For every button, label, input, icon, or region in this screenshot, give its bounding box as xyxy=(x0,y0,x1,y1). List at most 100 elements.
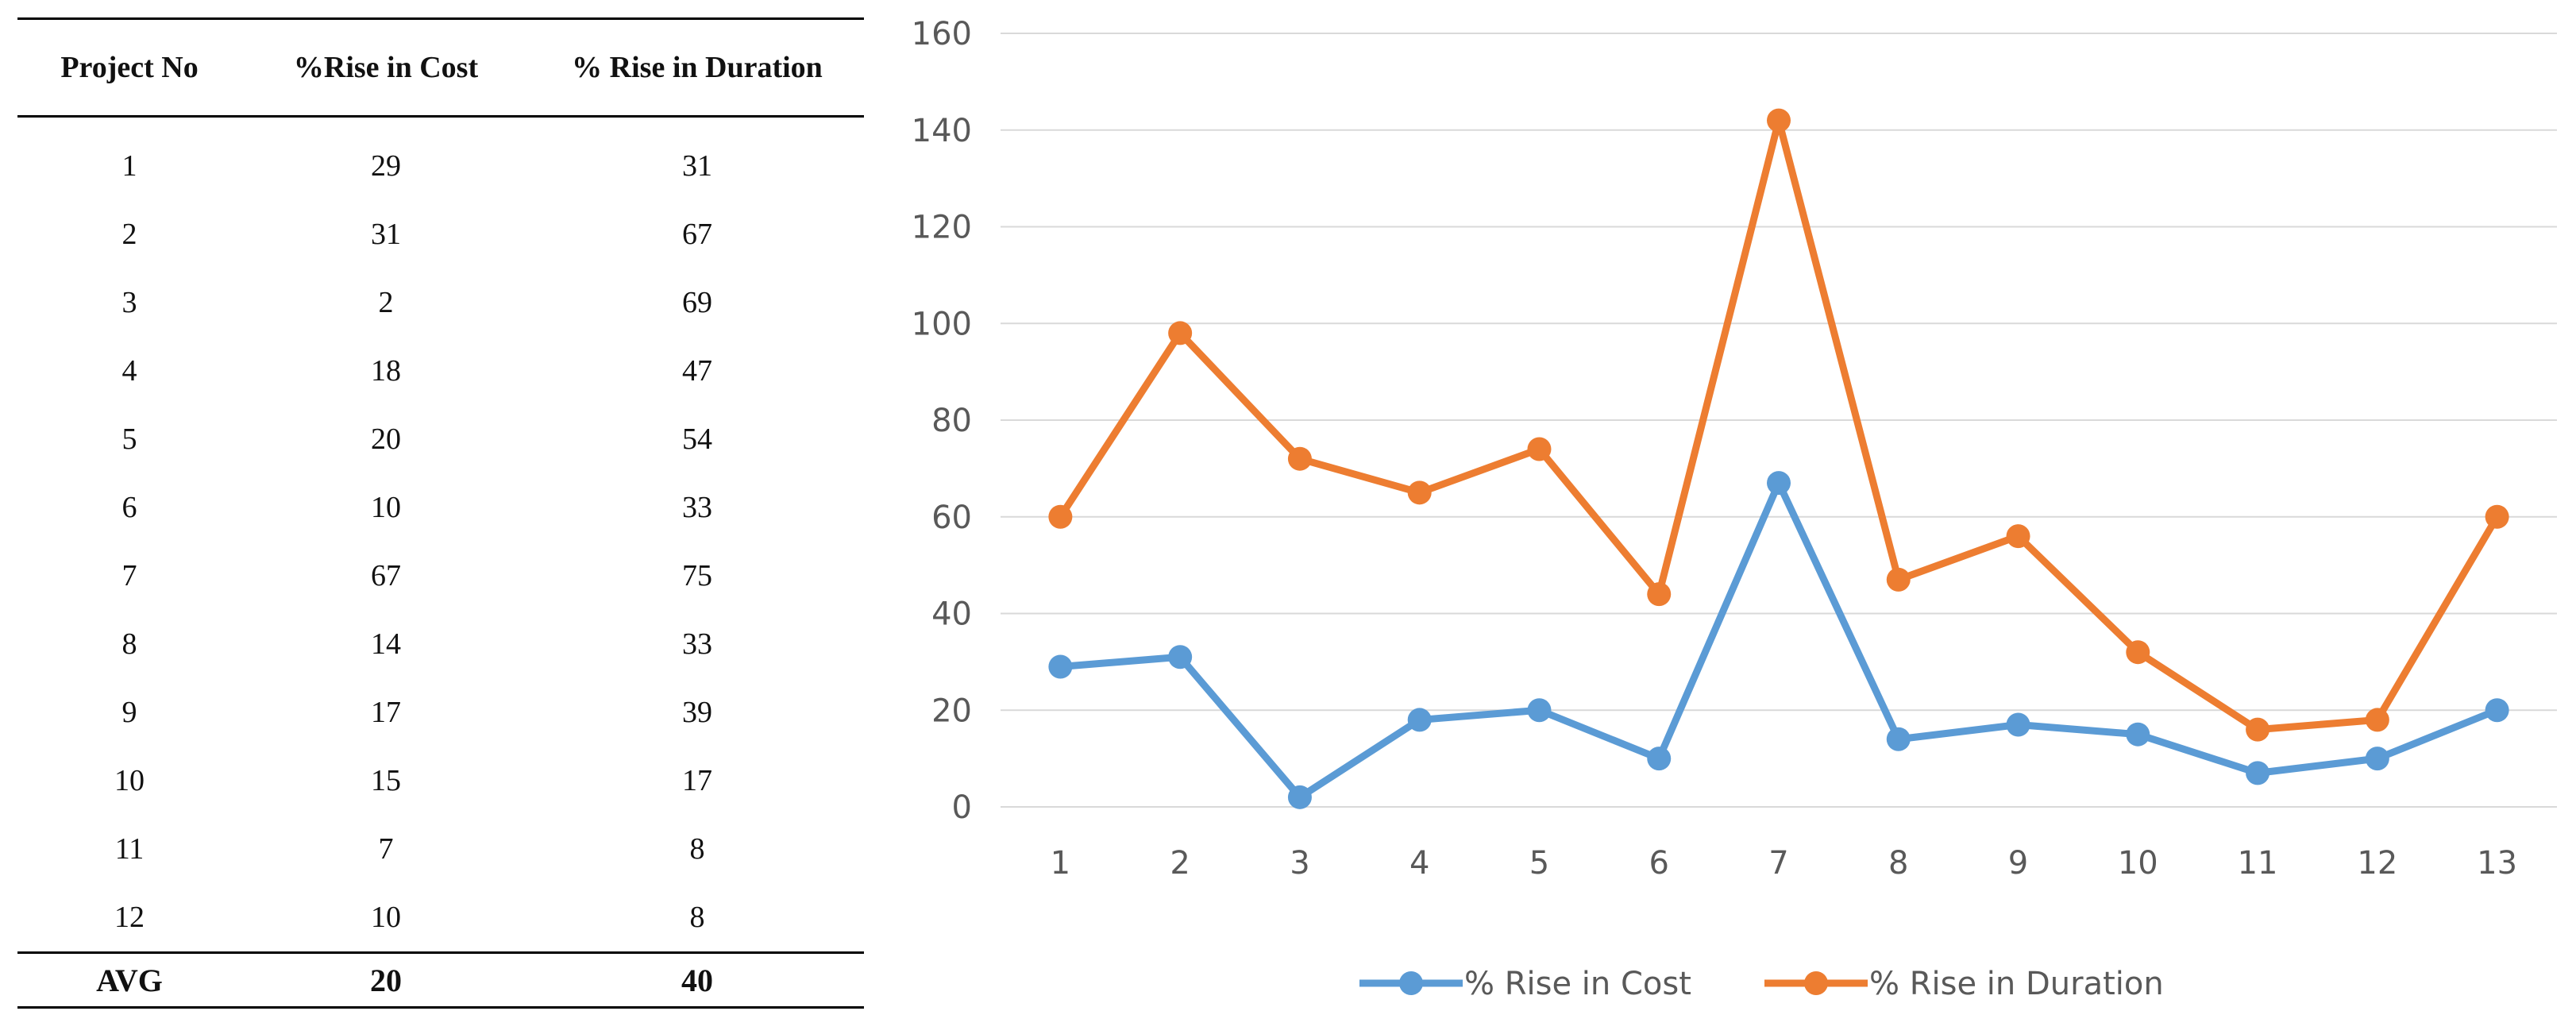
data-point xyxy=(2006,524,2030,549)
x-tick-label: 7 xyxy=(1768,845,1788,882)
cell-rise-in-cost: 2 xyxy=(378,286,394,319)
table-row: 6 10 33 xyxy=(17,473,864,542)
cell-rise-in-cost: 31 xyxy=(371,218,401,251)
data-point xyxy=(1767,471,1791,496)
legend-swatch-marker xyxy=(1804,971,1828,995)
table-body: 1 29 31 2 31 67 3 2 69 4 18 47 5 20 54 6 10 33 7 67 75 8 14 33 9… xyxy=(17,118,864,951)
cell-project-no: 11 xyxy=(114,832,145,866)
cell-project-no: 1 xyxy=(121,149,137,183)
data-point xyxy=(1168,645,1193,669)
avg-label: AVG xyxy=(96,962,163,998)
header-project-no: Project No xyxy=(60,51,199,84)
y-axis-ticks: 0 20 40 60 80 100 120 140 160 xyxy=(912,16,972,826)
table-row: 1 29 31 xyxy=(17,132,864,200)
avg-cost: 20 xyxy=(370,962,402,998)
cell-rise-in-cost: 20 xyxy=(371,423,401,456)
cell-project-no: 6 xyxy=(121,491,137,524)
table-row: 4 18 47 xyxy=(17,337,864,405)
cell-rise-in-cost: 10 xyxy=(371,901,401,934)
avg-duration: 40 xyxy=(681,962,713,998)
data-point xyxy=(2006,712,2030,737)
table-row: 5 20 54 xyxy=(17,405,864,473)
data-point xyxy=(2365,747,2389,771)
y-tick-label: 20 xyxy=(931,693,972,729)
gridlines xyxy=(1001,33,2557,808)
cell-project-no: 2 xyxy=(121,218,137,251)
data-point xyxy=(2126,640,2150,665)
legend-label: % Rise in Duration xyxy=(1869,966,2164,1002)
table-bottom-rule xyxy=(17,1006,864,1009)
series xyxy=(1048,108,2509,809)
cell-rise-in-duration: 69 xyxy=(682,286,712,319)
cell-rise-in-duration: 31 xyxy=(682,149,712,183)
legend: % Rise in Cost % Rise in Duration xyxy=(1359,966,2164,1002)
x-tick-label: 5 xyxy=(1529,845,1549,882)
x-tick-label: 1 xyxy=(1051,845,1070,882)
table-row: 9 17 39 xyxy=(17,678,864,747)
x-tick-label: 12 xyxy=(2357,845,2397,882)
data-point xyxy=(2126,722,2150,747)
header-rise-in-duration: % Rise in Duration xyxy=(572,51,823,84)
cell-rise-in-duration: 33 xyxy=(682,491,712,524)
y-tick-label: 140 xyxy=(912,113,972,149)
table-row: 10 15 17 xyxy=(17,747,864,815)
cell-project-no: 3 xyxy=(121,286,137,319)
cell-project-no: 7 xyxy=(121,559,137,592)
table-row: 7 67 75 xyxy=(17,542,864,610)
header-rise-in-cost: %Rise in Cost xyxy=(293,51,479,84)
cell-rise-in-cost: 67 xyxy=(371,559,401,592)
cell-project-no: 4 xyxy=(121,354,137,388)
data-point xyxy=(2246,717,2270,742)
x-tick-label: 3 xyxy=(1290,845,1309,882)
series-rise-in-cost xyxy=(1048,471,2509,809)
data-point xyxy=(1168,321,1193,345)
table-row: 11 7 8 xyxy=(17,815,864,883)
data-point xyxy=(1287,446,1312,471)
x-tick-label: 2 xyxy=(1170,845,1190,882)
y-tick-label: 100 xyxy=(912,306,972,342)
cell-rise-in-duration: 47 xyxy=(682,354,712,388)
series-rise-in-duration xyxy=(1048,108,2509,742)
x-axis-ticks: 1 2 3 4 5 6 7 8 9 10 11 12 13 xyxy=(1051,845,2517,882)
data-point xyxy=(1407,708,1432,732)
data-point xyxy=(1048,504,1073,529)
table-header-row: Project No %Rise in Cost % Rise in Durat… xyxy=(17,20,864,115)
cell-project-no: 8 xyxy=(121,627,137,661)
cell-project-no: 12 xyxy=(114,901,145,934)
legend-label: % Rise in Cost xyxy=(1464,966,1691,1002)
table-header-rule xyxy=(17,115,864,118)
data-point xyxy=(1647,747,1672,771)
cell-rise-in-duration: 67 xyxy=(682,218,712,251)
x-tick-label: 6 xyxy=(1649,845,1669,882)
table-row: 12 10 8 xyxy=(17,883,864,951)
data-point xyxy=(1767,108,1791,133)
cell-rise-in-cost: 18 xyxy=(371,354,401,388)
table-row: 8 14 33 xyxy=(17,610,864,678)
cell-rise-in-cost: 14 xyxy=(371,627,401,661)
series-line xyxy=(1056,479,2501,801)
y-tick-label: 0 xyxy=(952,789,972,826)
cell-rise-in-duration: 54 xyxy=(682,423,712,456)
cell-project-no: 5 xyxy=(121,423,137,456)
data-point xyxy=(2485,698,2509,723)
data-point xyxy=(1886,727,1911,751)
x-tick-label: 10 xyxy=(2118,845,2158,882)
x-tick-label: 8 xyxy=(1888,845,1908,882)
cell-rise-in-cost: 29 xyxy=(371,149,401,183)
table-row: 3 2 69 xyxy=(17,268,864,337)
y-tick-label: 60 xyxy=(931,500,972,536)
data-point xyxy=(1647,582,1672,607)
cell-rise-in-duration: 17 xyxy=(682,764,712,797)
cell-rise-in-duration: 8 xyxy=(689,901,705,934)
cell-project-no: 9 xyxy=(121,696,137,729)
y-tick-label: 160 xyxy=(912,16,972,52)
data-point xyxy=(2485,504,2509,529)
cell-rise-in-cost: 17 xyxy=(371,696,401,729)
cell-project-no: 10 xyxy=(114,764,145,797)
series-line xyxy=(1056,117,2501,734)
data-point xyxy=(2365,708,2389,732)
cell-rise-in-duration: 8 xyxy=(689,832,705,866)
x-tick-label: 11 xyxy=(2238,845,2278,882)
cell-rise-in-cost: 15 xyxy=(371,764,401,797)
